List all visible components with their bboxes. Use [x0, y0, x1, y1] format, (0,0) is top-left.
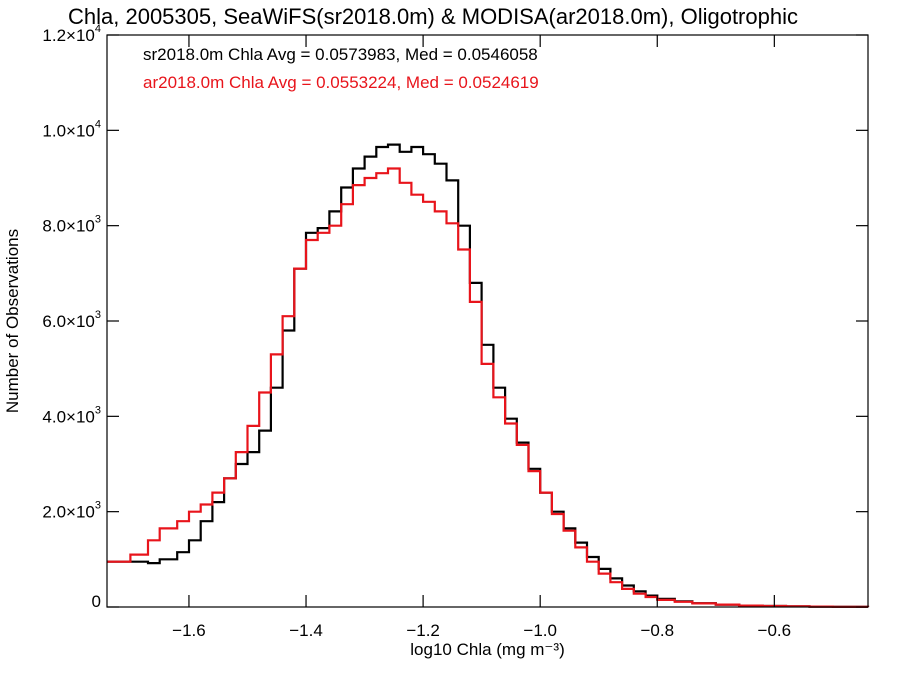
y-tick-label: 1.0×104	[42, 118, 101, 140]
y-tick-label: 4.0×103	[42, 404, 101, 426]
annotation-stats-1: sr2018.0m Chla Avg = 0.0573983, Med = 0.…	[143, 45, 538, 64]
x-tick-label: −1.6	[172, 621, 206, 640]
x-axis-label: log10 Chla (mg m⁻³)	[410, 640, 564, 659]
y-tick-label: 1.2×104	[42, 23, 101, 45]
y-tick-label: 8.0×103	[42, 214, 101, 236]
series-line-1	[107, 143, 870, 608]
x-tick-label: −0.8	[640, 621, 674, 640]
x-tick-label: −1.4	[289, 621, 323, 640]
y-tick-label: 0	[92, 592, 101, 611]
y-tick-label: 6.0×103	[42, 309, 101, 331]
plot-frame	[106, 34, 869, 608]
y-axis-label: Number of Observations	[3, 229, 22, 413]
x-tick-label: −1.0	[523, 621, 557, 640]
series-line-2	[107, 167, 870, 608]
axes-layer: −1.6 −1.4 −1.2 −1.0 −0.8 −0.6 0 2.0×103 4.0×103 6…	[42, 23, 868, 640]
annotation-layer: sr2018.0m Chla Avg = 0.0573983, Med = 0.…	[143, 45, 539, 92]
y-tick-label: 2.0×103	[42, 500, 101, 522]
annotation-stats-2: ar2018.0m Chla Avg = 0.0553224, Med = 0.…	[143, 73, 539, 92]
x-tick-label: −0.6	[758, 621, 792, 640]
chart-title: Chla, 2005305, SeaWiFS(sr2018.0m) & MODI…	[68, 4, 798, 29]
series-layer	[107, 143, 870, 608]
x-tick-label: −1.2	[406, 621, 440, 640]
